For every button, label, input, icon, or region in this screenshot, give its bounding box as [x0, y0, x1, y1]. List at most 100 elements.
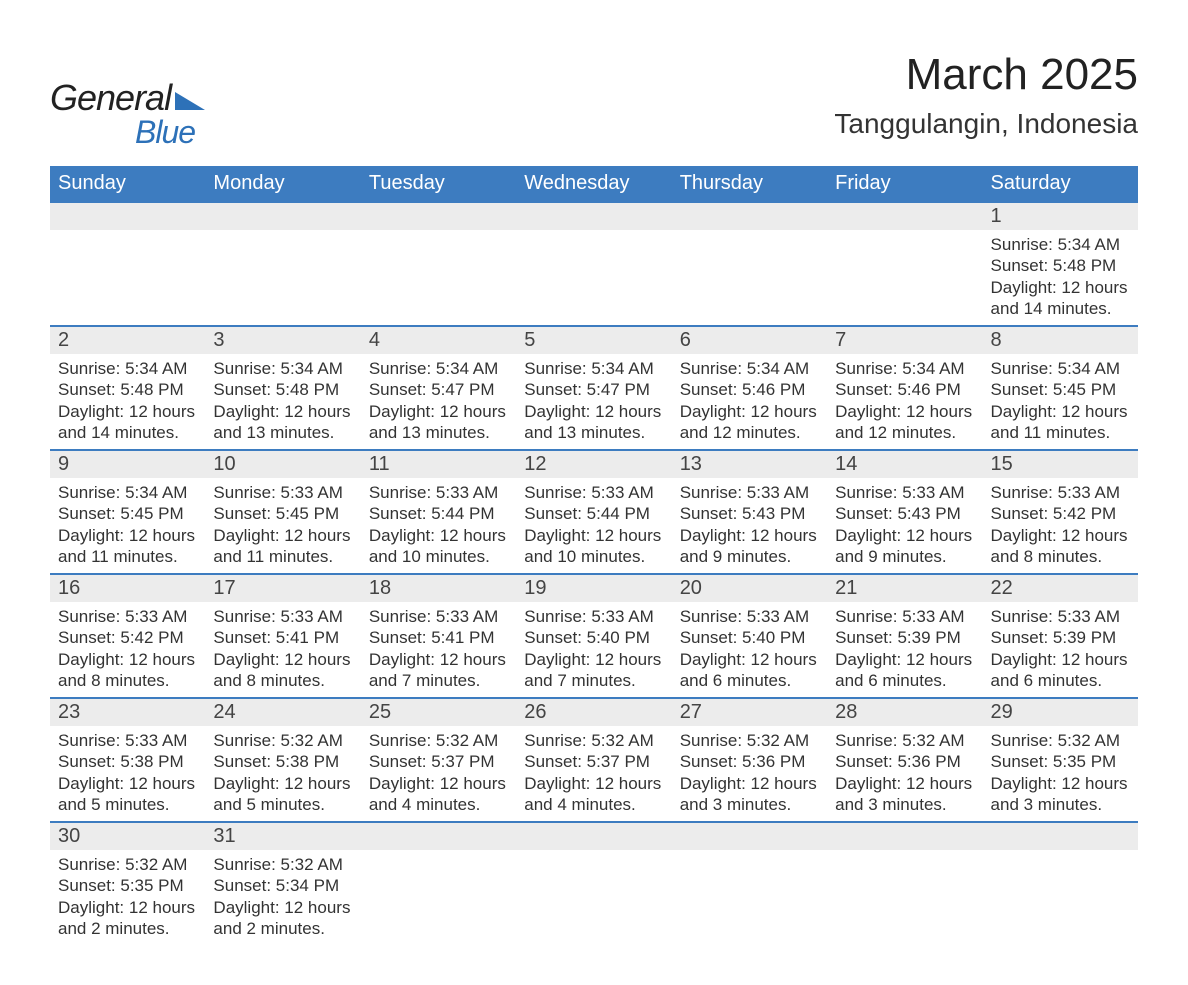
day-header: Thursday — [672, 166, 827, 202]
day-cell-body: Sunrise: 5:33 AMSunset: 5:42 PMDaylight:… — [983, 478, 1138, 574]
sunset-line: Sunset: 5:40 PM — [680, 627, 819, 648]
brand-name: General Blue — [50, 80, 205, 148]
sunrise-line: Sunrise: 5:33 AM — [680, 482, 819, 503]
day-cell-number: 9 — [50, 450, 205, 478]
month-title: March 2025 — [834, 50, 1138, 100]
day-number: 18 — [361, 575, 516, 602]
sunset-line: Sunset: 5:39 PM — [991, 627, 1130, 648]
day-cell-body: Sunrise: 5:34 AMSunset: 5:48 PMDaylight:… — [50, 354, 205, 450]
sunset-line: Sunset: 5:41 PM — [369, 627, 508, 648]
day-header: Friday — [827, 166, 982, 202]
sunset-line: Sunset: 5:48 PM — [213, 379, 352, 400]
day-cell-number: 7 — [827, 326, 982, 354]
sunset-line: Sunset: 5:37 PM — [369, 751, 508, 772]
calendar-week-body-row: Sunrise: 5:34 AMSunset: 5:48 PMDaylight:… — [50, 354, 1138, 450]
sunset-line: Sunset: 5:47 PM — [369, 379, 508, 400]
day-cell-number: 1 — [983, 202, 1138, 230]
sunrise-line: Sunrise: 5:34 AM — [835, 358, 974, 379]
sunrise-line: Sunrise: 5:33 AM — [58, 730, 197, 751]
day-cell-number: 29 — [983, 698, 1138, 726]
daylight-line: Daylight: 12 hours and 10 minutes. — [369, 525, 508, 568]
sunset-line: Sunset: 5:45 PM — [991, 379, 1130, 400]
calendar-week-daynum-row: 3031 — [50, 822, 1138, 850]
day-cell-body — [361, 850, 516, 945]
sunset-line: Sunset: 5:38 PM — [58, 751, 197, 772]
sunrise-line: Sunrise: 5:33 AM — [991, 482, 1130, 503]
daylight-line: Daylight: 12 hours and 14 minutes. — [58, 401, 197, 444]
day-number: 31 — [205, 823, 360, 850]
day-number — [516, 823, 671, 850]
brand-name-part2: Blue — [50, 116, 195, 148]
sunrise-line: Sunrise: 5:34 AM — [991, 358, 1130, 379]
day-cell-number — [361, 202, 516, 230]
day-cell-number: 11 — [361, 450, 516, 478]
daylight-line: Daylight: 12 hours and 13 minutes. — [369, 401, 508, 444]
daylight-line: Daylight: 12 hours and 11 minutes. — [991, 401, 1130, 444]
day-cell-body: Sunrise: 5:33 AMSunset: 5:41 PMDaylight:… — [205, 602, 360, 698]
day-number: 17 — [205, 575, 360, 602]
day-number: 23 — [50, 699, 205, 726]
sunrise-line: Sunrise: 5:34 AM — [369, 358, 508, 379]
calendar-week-body-row: Sunrise: 5:33 AMSunset: 5:38 PMDaylight:… — [50, 726, 1138, 822]
sunrise-line: Sunrise: 5:32 AM — [680, 730, 819, 751]
day-number — [361, 823, 516, 850]
day-cell-body: Sunrise: 5:33 AMSunset: 5:45 PMDaylight:… — [205, 478, 360, 574]
sunset-line: Sunset: 5:37 PM — [524, 751, 663, 772]
daylight-line: Daylight: 12 hours and 7 minutes. — [369, 649, 508, 692]
daylight-line: Daylight: 12 hours and 10 minutes. — [524, 525, 663, 568]
sunset-line: Sunset: 5:34 PM — [213, 875, 352, 896]
brand-name-part1: General — [50, 77, 171, 118]
sunset-line: Sunset: 5:44 PM — [369, 503, 508, 524]
day-cell-body: Sunrise: 5:33 AMSunset: 5:40 PMDaylight:… — [672, 602, 827, 698]
daylight-line: Daylight: 12 hours and 6 minutes. — [835, 649, 974, 692]
day-header: Monday — [205, 166, 360, 202]
day-cell-number — [361, 822, 516, 850]
sunset-line: Sunset: 5:40 PM — [524, 627, 663, 648]
sunset-line: Sunset: 5:41 PM — [213, 627, 352, 648]
day-cell-number — [983, 822, 1138, 850]
day-number — [50, 203, 205, 230]
daylight-line: Daylight: 12 hours and 8 minutes. — [58, 649, 197, 692]
sunrise-line: Sunrise: 5:34 AM — [58, 358, 197, 379]
sunrise-line: Sunrise: 5:34 AM — [213, 358, 352, 379]
day-header: Wednesday — [516, 166, 671, 202]
day-cell-number: 13 — [672, 450, 827, 478]
day-number: 19 — [516, 575, 671, 602]
day-number — [361, 203, 516, 230]
daylight-line: Daylight: 12 hours and 3 minutes. — [680, 773, 819, 816]
daylight-line: Daylight: 12 hours and 12 minutes. — [680, 401, 819, 444]
sunset-line: Sunset: 5:48 PM — [991, 255, 1130, 276]
sunrise-line: Sunrise: 5:32 AM — [835, 730, 974, 751]
daylight-line: Daylight: 12 hours and 13 minutes. — [213, 401, 352, 444]
calendar-week-body-row: Sunrise: 5:32 AMSunset: 5:35 PMDaylight:… — [50, 850, 1138, 945]
day-cell-body — [516, 230, 671, 326]
sunrise-line: Sunrise: 5:33 AM — [835, 606, 974, 627]
day-cell-body — [672, 230, 827, 326]
sunset-line: Sunset: 5:36 PM — [680, 751, 819, 772]
sunrise-line: Sunrise: 5:32 AM — [524, 730, 663, 751]
day-cell-body: Sunrise: 5:33 AMSunset: 5:44 PMDaylight:… — [361, 478, 516, 574]
day-cell-body — [205, 230, 360, 326]
day-cell-number: 31 — [205, 822, 360, 850]
sunset-line: Sunset: 5:35 PM — [58, 875, 197, 896]
day-cell-number: 25 — [361, 698, 516, 726]
day-cell-number: 27 — [672, 698, 827, 726]
sunset-line: Sunset: 5:44 PM — [524, 503, 663, 524]
day-cell-number: 15 — [983, 450, 1138, 478]
day-cell-body: Sunrise: 5:34 AMSunset: 5:48 PMDaylight:… — [205, 354, 360, 450]
day-cell-body: Sunrise: 5:34 AMSunset: 5:47 PMDaylight:… — [516, 354, 671, 450]
calendar-week-daynum-row: 9101112131415 — [50, 450, 1138, 478]
sunrise-line: Sunrise: 5:33 AM — [524, 606, 663, 627]
calendar-table: SundayMondayTuesdayWednesdayThursdayFrid… — [50, 166, 1138, 945]
sunrise-line: Sunrise: 5:34 AM — [991, 234, 1130, 255]
day-cell-body: Sunrise: 5:32 AMSunset: 5:37 PMDaylight:… — [361, 726, 516, 822]
day-number — [983, 823, 1138, 850]
daylight-line: Daylight: 12 hours and 9 minutes. — [680, 525, 819, 568]
daylight-line: Daylight: 12 hours and 5 minutes. — [58, 773, 197, 816]
day-number: 25 — [361, 699, 516, 726]
day-number: 6 — [672, 327, 827, 354]
day-cell-body: Sunrise: 5:33 AMSunset: 5:39 PMDaylight:… — [827, 602, 982, 698]
day-cell-number: 24 — [205, 698, 360, 726]
daylight-line: Daylight: 12 hours and 6 minutes. — [680, 649, 819, 692]
daylight-line: Daylight: 12 hours and 13 minutes. — [524, 401, 663, 444]
